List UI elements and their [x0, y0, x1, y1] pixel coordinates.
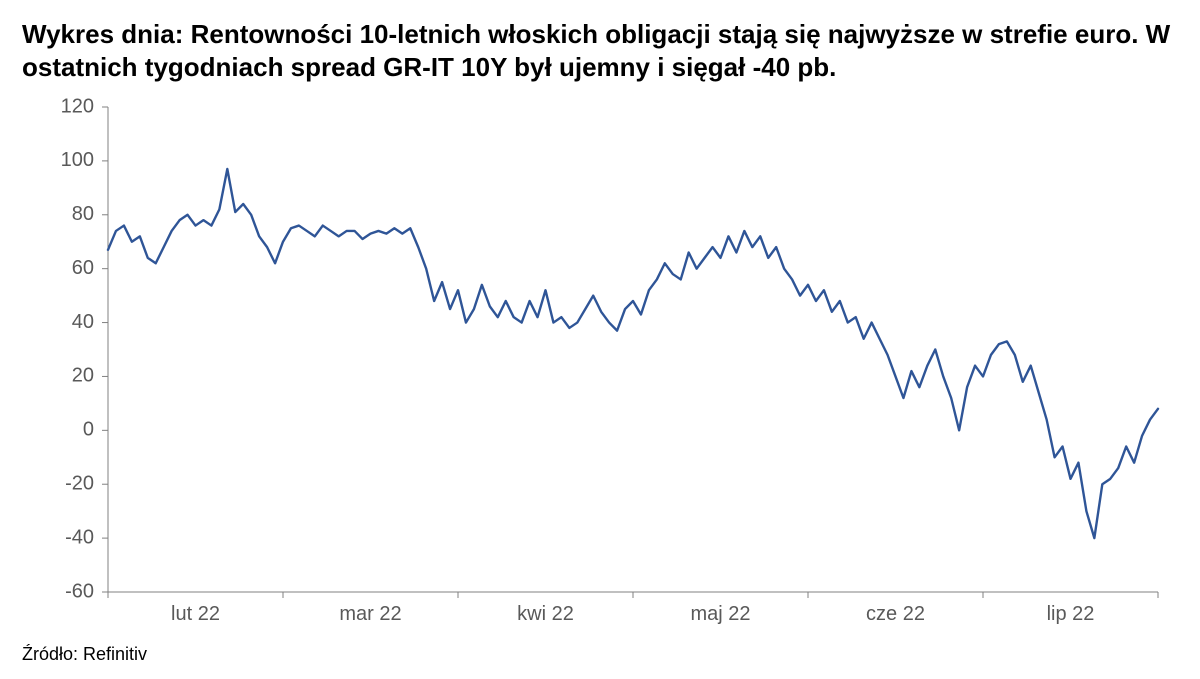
y-tick-label: -20: [65, 473, 94, 495]
y-tick-label: 20: [72, 365, 94, 387]
line-chart: -60 -40 -20 0 20 40 60 80 100 120 lut 22 mar 22 kwi …: [22, 93, 1178, 638]
y-tick-label: 100: [61, 149, 94, 171]
chart-area: -60 -40 -20 0 20 40 60 80 100 120 lut 22 mar 22 kwi …: [22, 93, 1178, 638]
x-tick-label: cze 22: [866, 603, 925, 625]
chart-title: Wykres dnia: Rentowności 10-letnich włos…: [22, 18, 1178, 83]
x-tick-label: lip 22: [1047, 603, 1095, 625]
source-label: Źródło: Refinitiv: [22, 644, 1178, 665]
y-tick-label: -40: [65, 526, 94, 548]
y-tick-label: 80: [72, 203, 94, 225]
x-tick-label: kwi 22: [517, 603, 574, 625]
y-tick-label: -60: [65, 580, 94, 602]
y-tick-label: 0: [83, 419, 94, 441]
series-line: [108, 169, 1158, 538]
x-tick-label: lut 22: [171, 603, 220, 625]
x-tick-label: mar 22: [339, 603, 401, 625]
y-tick-label: 60: [72, 257, 94, 279]
y-tick-label: 120: [61, 95, 94, 117]
x-tick-label: maj 22: [690, 603, 750, 625]
y-tick-label: 40: [72, 311, 94, 333]
